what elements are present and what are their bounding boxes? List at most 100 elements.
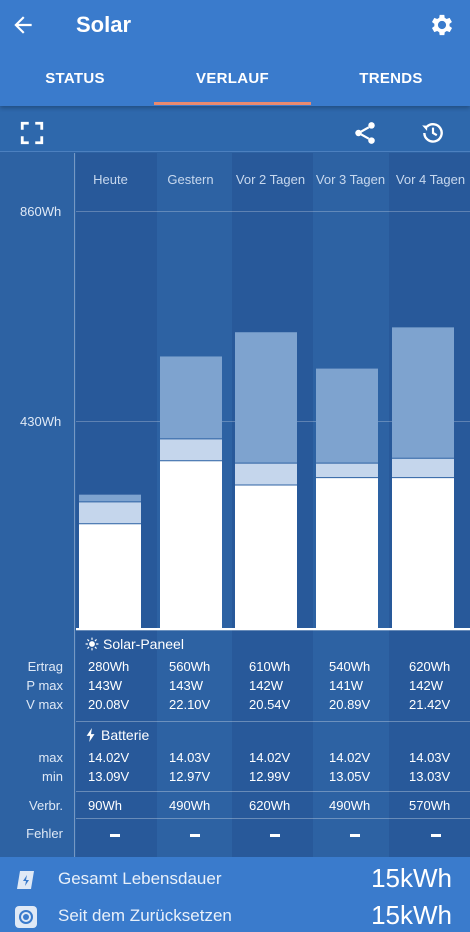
bar-segment: [235, 463, 297, 485]
bar-segment: [235, 332, 297, 464]
chart-baseline: [76, 628, 470, 630]
tab-bar: STATUS VERLAUF TRENDS: [0, 58, 470, 106]
bar-segment: [392, 458, 454, 478]
error-dash: [190, 834, 200, 837]
bar-segment: [235, 484, 297, 628]
bar-segment: [392, 477, 454, 628]
row-label-bmin: min: [42, 769, 63, 784]
bars-svg: [79, 327, 454, 628]
table-divider: [76, 818, 470, 819]
tab-verlauf[interactable]: VERLAUF: [196, 70, 269, 87]
bar-segment: [79, 494, 141, 502]
category-label: Gestern: [167, 172, 214, 187]
table-divider: [76, 791, 470, 792]
tab-trends[interactable]: TRENDS: [359, 70, 423, 87]
table-cell-pmax: 142W: [249, 678, 283, 693]
table-cell-bmax: 14.03V: [409, 750, 451, 765]
table-cell-pmax: 141W: [329, 678, 363, 693]
lifetime-row: Gesamt Lebensdauer 15kWh: [0, 859, 470, 897]
table-cell-vmax: 21.42V: [409, 697, 451, 712]
bar-segment: [316, 463, 378, 478]
table-cell-verbr: 490Wh: [169, 798, 211, 813]
category-label: Vor 4 Tagen: [395, 172, 466, 187]
table-cell-bmax: 14.02V: [249, 750, 291, 765]
table-cell-bmin: 13.09V: [88, 769, 130, 784]
table-cell-bmin: 12.99V: [249, 769, 291, 784]
lifetime-value: 15kWh: [371, 863, 452, 893]
reset-icon: [15, 906, 37, 928]
history-chart: Heute Gestern Vor 2 Tagen Vor 3 Tagen Vo…: [0, 153, 470, 630]
table-divider: [76, 721, 470, 722]
table-cell-ertrag: 540Wh: [329, 659, 371, 674]
table-cell-verbr: 570Wh: [409, 798, 451, 813]
app-bar: Solar STATUS VERLAUF TRENDS: [0, 0, 470, 106]
error-dash: [270, 834, 280, 837]
table-cell-verbr: 90Wh: [88, 798, 122, 813]
table-cell-pmax: 142W: [409, 678, 443, 693]
table-cell-verbr: 490Wh: [329, 798, 371, 813]
error-dash: [350, 834, 360, 837]
table-cell-vmax: 22.10V: [169, 697, 211, 712]
table-cell-pmax: 143W: [169, 678, 203, 693]
error-dash: [110, 834, 120, 837]
chart-toolbar: [0, 106, 470, 152]
lifetime-label: Gesamt Lebensdauer: [58, 869, 222, 888]
y-axis-line: [74, 153, 75, 857]
back-arrow-icon[interactable]: [10, 12, 36, 38]
bar-segment: [392, 327, 454, 459]
sun-icon: [85, 637, 99, 651]
row-label-pmax: P max: [26, 678, 63, 693]
history-icon[interactable]: [420, 120, 446, 146]
table-cell-ertrag: 610Wh: [249, 659, 291, 674]
battery-section-title: Batterie: [85, 727, 149, 743]
solar-section-title: Solar-Paneel: [85, 636, 184, 652]
bar-segment: [160, 460, 222, 628]
share-icon[interactable]: [352, 120, 378, 146]
table-cell-vmax: 20.08V: [88, 697, 130, 712]
row-label-ertrag: Ertrag: [27, 659, 63, 674]
bar-segment: [79, 523, 141, 628]
table-cell-ertrag: 620Wh: [409, 659, 451, 674]
table-cell-vmax: 20.89V: [329, 697, 371, 712]
table-cell-vmax: 20.54V: [249, 697, 291, 712]
bar-segment: [160, 438, 222, 461]
table-cell-bmin: 12.97V: [169, 769, 211, 784]
row-label-bmax: max: [38, 750, 63, 765]
page-title: Solar: [76, 12, 132, 37]
fullscreen-icon[interactable]: [19, 120, 45, 146]
category-label: Heute: [93, 172, 128, 187]
table-cell-ertrag: 280Wh: [88, 659, 130, 674]
table-cell-pmax: 143W: [88, 678, 122, 693]
solar-section-label: Solar-Paneel: [103, 636, 184, 652]
lightning-icon: [86, 728, 95, 742]
table-cell-bmax: 14.02V: [88, 750, 130, 765]
table-cell-bmin: 13.03V: [409, 769, 451, 784]
reset-label: Seit dem Zurücksetzen: [58, 906, 232, 925]
category-label: Vor 3 Tagen: [315, 172, 386, 187]
row-label-vmax: V max: [26, 697, 63, 712]
row-label-fehler: Fehler: [26, 826, 63, 841]
table-divider: [76, 630, 470, 631]
bar-segment: [160, 356, 222, 439]
y-tick-label: 430Wh: [20, 414, 62, 429]
category-label: Vor 2 Tagen: [235, 172, 306, 187]
reset-row: Seit dem Zurücksetzen 15kWh: [0, 896, 470, 932]
gear-icon[interactable]: [428, 11, 456, 39]
battery-section-label: Batterie: [101, 727, 150, 743]
stats-table: Solar-Paneel Ertrag P max V max 280Wh 560…: [0, 629, 470, 857]
totals-footer: Gesamt Lebensdauer 15kWh Seit dem Zurück…: [0, 857, 470, 932]
active-tab-indicator: [154, 102, 311, 105]
error-dash: [431, 834, 441, 837]
table-cell-bmax: 14.03V: [169, 750, 211, 765]
table-cell-bmax: 14.02V: [329, 750, 371, 765]
lifetime-energy-icon: [17, 871, 34, 889]
y-tick-label: 860Wh: [20, 204, 62, 219]
gridline-860: [76, 211, 470, 212]
tab-status[interactable]: STATUS: [45, 70, 105, 87]
row-label-verbr: Verbr.: [29, 798, 63, 813]
reset-value: 15kWh: [371, 900, 452, 930]
bar-segment: [316, 477, 378, 628]
table-cell-bmin: 13.05V: [329, 769, 371, 784]
bar-segment: [79, 501, 141, 524]
table-cell-ertrag: 560Wh: [169, 659, 211, 674]
